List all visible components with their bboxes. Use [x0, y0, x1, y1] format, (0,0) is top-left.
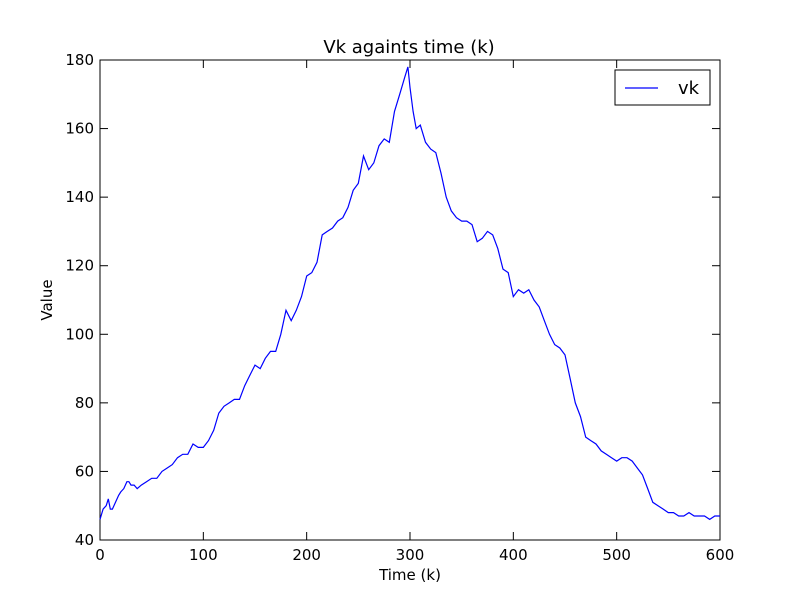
y-axis-label: Value	[38, 279, 56, 320]
x-tick-label: 0	[95, 546, 105, 564]
y-tick-label: 40	[75, 531, 94, 549]
y-tick-label: 60	[75, 462, 94, 480]
x-axis-label: Time (k)	[378, 566, 441, 584]
series-line-vk	[99, 66, 720, 521]
x-tick-label: 100	[189, 546, 218, 564]
y-tick-label: 180	[65, 51, 94, 69]
x-tick-label: 400	[499, 546, 528, 564]
y-tick-label: 140	[65, 188, 94, 206]
y-tick-label: 80	[75, 394, 94, 412]
x-tick-label: 300	[396, 546, 425, 564]
y-tick-label: 160	[65, 120, 94, 138]
plot-area	[99, 59, 721, 541]
chart-title: Vk againts time (k)	[323, 37, 494, 58]
legend-label-vk: vk	[678, 78, 700, 99]
legend: vk	[614, 69, 711, 106]
x-tick-label: 500	[602, 546, 631, 564]
x-axis: 0 100 200 300 400 500 600	[95, 60, 734, 564]
x-tick-label: 200	[292, 546, 321, 564]
y-tick-label: 100	[65, 325, 94, 343]
legend-box	[614, 69, 711, 106]
y-tick-label: 120	[65, 257, 94, 275]
y-axis: 40 60 80 100 120 140 160 180	[65, 51, 720, 549]
x-tick-label: 600	[706, 546, 735, 564]
